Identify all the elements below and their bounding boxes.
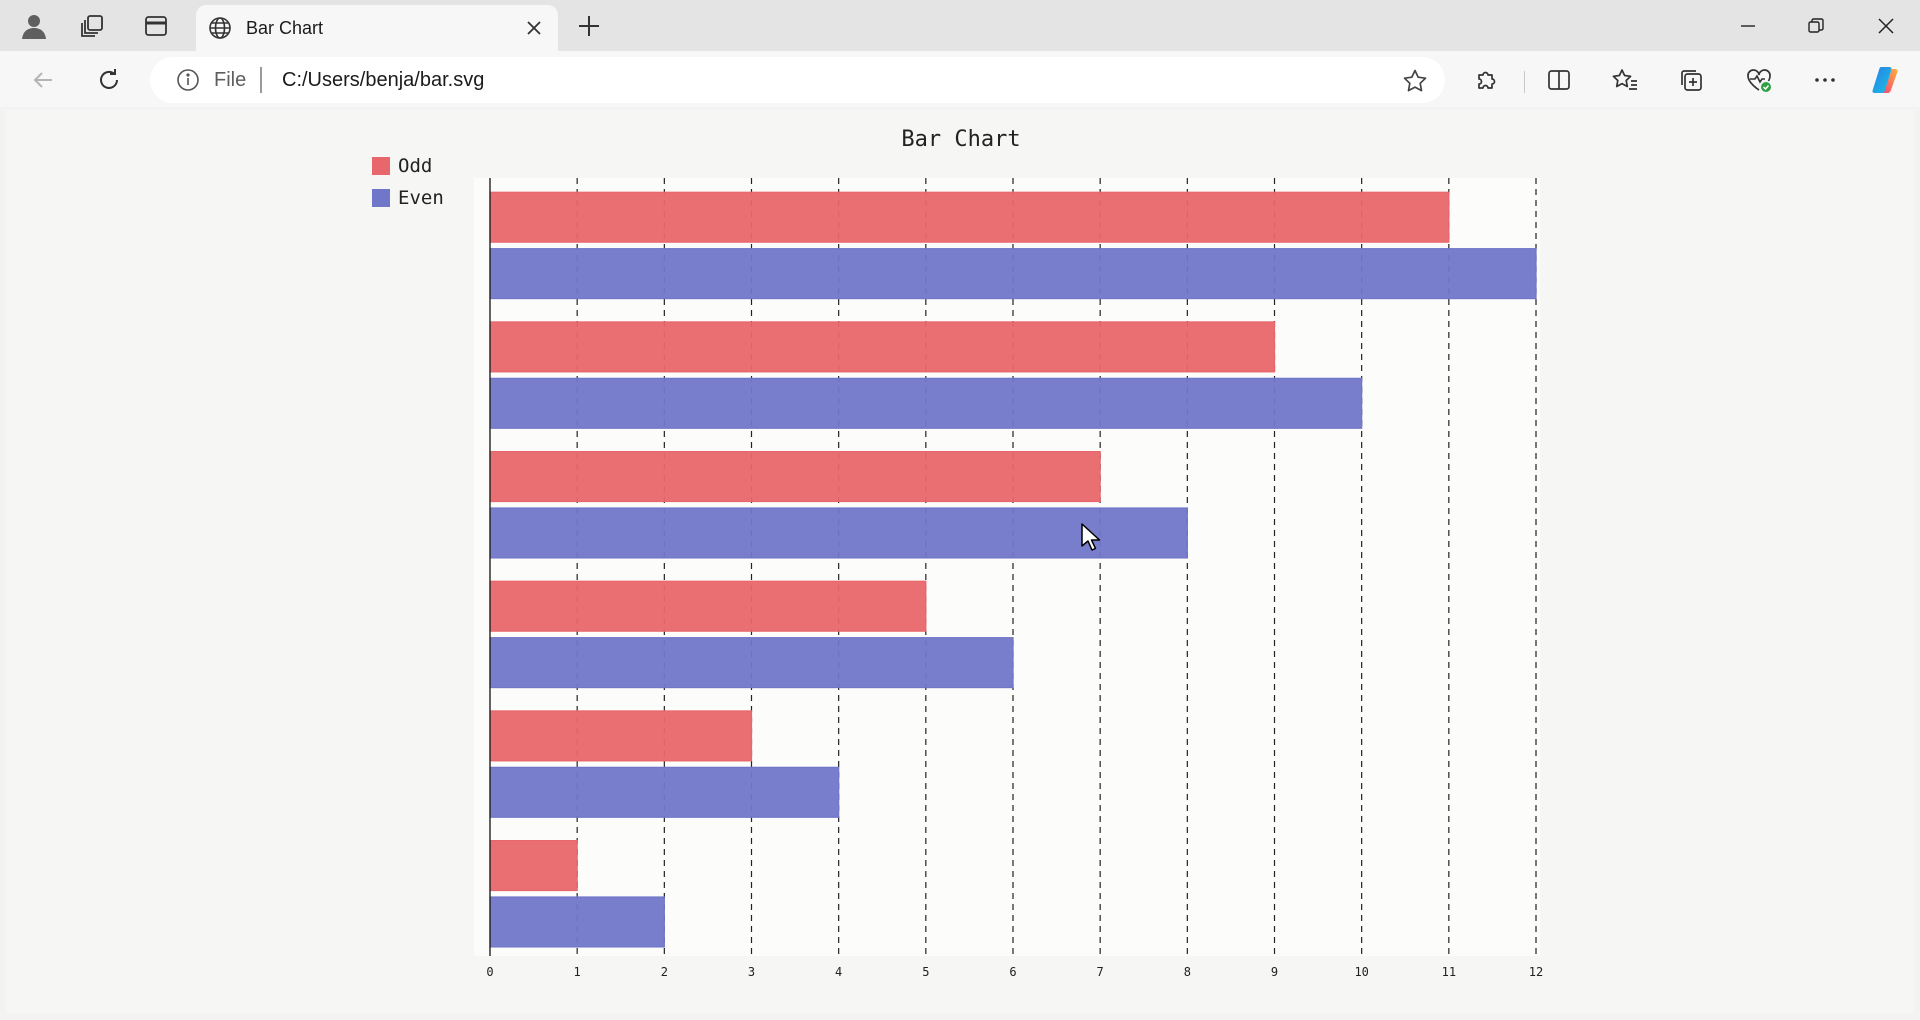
close-window-icon[interactable] — [1852, 0, 1920, 51]
refresh-icon[interactable] — [92, 63, 126, 97]
x-tick-label: 6 — [1009, 965, 1016, 979]
info-icon[interactable] — [176, 68, 200, 92]
legend-label-even: Even — [398, 187, 444, 209]
bar-even — [489, 507, 1188, 559]
restore-icon[interactable] — [1782, 0, 1850, 51]
x-tick-label: 0 — [486, 965, 493, 979]
x-tick-labels: 0 1 2 3 4 5 6 7 8 9 10 11 12 — [486, 965, 1543, 979]
bar-even — [489, 637, 1014, 689]
bar-odd — [489, 839, 578, 892]
x-tick-label: 10 — [1354, 965, 1368, 979]
legend: Odd Even — [372, 155, 444, 209]
x-tick-label: 8 — [1184, 965, 1191, 979]
address-url[interactable]: C:/Users/benja/bar.svg — [282, 69, 485, 91]
legend-label-odd: Odd — [398, 155, 432, 177]
plus-icon[interactable] — [572, 10, 606, 42]
bar-odd — [489, 450, 1101, 503]
bar-even — [489, 896, 665, 948]
globe-icon — [208, 16, 232, 40]
plot-background — [474, 178, 1540, 956]
chart-title: Bar Chart — [901, 127, 1020, 152]
more-dots-icon[interactable] — [1806, 61, 1844, 99]
vertical-tabs-icon[interactable] — [140, 10, 172, 42]
collections-icon[interactable] — [1672, 61, 1710, 99]
x-tick-label: 11 — [1442, 965, 1456, 979]
x-tick-label: 3 — [748, 965, 755, 979]
x-tick-label: 2 — [661, 965, 668, 979]
bar-odd — [489, 580, 927, 632]
x-tick-label: 5 — [922, 965, 929, 979]
minimize-icon[interactable] — [1714, 0, 1782, 51]
split-screen-icon[interactable] — [1540, 61, 1578, 99]
mouse-cursor-icon — [1080, 522, 1104, 552]
back-arrow-icon[interactable] — [26, 63, 60, 97]
star-icon[interactable] — [1401, 67, 1429, 95]
bar-odd — [489, 191, 1450, 243]
grid-lines — [576, 178, 1537, 956]
bar-even — [489, 766, 840, 818]
profile-icon[interactable] — [18, 10, 50, 42]
address-scheme: File — [214, 69, 247, 91]
bars — [489, 191, 1537, 948]
x-tick-label: 4 — [835, 965, 842, 979]
close-icon[interactable] — [522, 16, 546, 40]
page-content: 0 1 2 3 4 5 6 7 8 9 10 11 12 Odd Even Bar Chart — [6, 110, 1914, 1014]
x-tick-label: 9 — [1271, 965, 1278, 979]
address-bar[interactable]: File C:/Users/benja/bar.svg — [150, 57, 1445, 103]
copilot-icon[interactable] — [1866, 61, 1904, 99]
address-separator — [260, 67, 262, 93]
x-tick-label: 1 — [574, 965, 581, 979]
bar-odd — [489, 710, 753, 762]
legend-swatch-odd — [372, 157, 390, 175]
toolbar: File C:/Users/benja/bar.svg — [0, 51, 1920, 107]
bar-even — [489, 248, 1537, 300]
puzzle-icon[interactable] — [1468, 61, 1506, 99]
toolbar-separator — [1524, 71, 1525, 93]
workspaces-icon[interactable] — [76, 10, 108, 42]
favorites-icon[interactable] — [1606, 61, 1644, 99]
bar-even — [489, 377, 1363, 429]
title-bar: Bar Chart — [0, 0, 1920, 51]
active-tab[interactable]: Bar Chart — [196, 5, 558, 51]
x-tick-label: 7 — [1097, 965, 1104, 979]
heart-pulse-icon[interactable] — [1740, 61, 1778, 99]
bar-odd — [489, 321, 1276, 373]
tab-title: Bar Chart — [246, 18, 324, 38]
x-tick-label: 12 — [1529, 965, 1543, 979]
legend-swatch-even — [372, 189, 390, 207]
